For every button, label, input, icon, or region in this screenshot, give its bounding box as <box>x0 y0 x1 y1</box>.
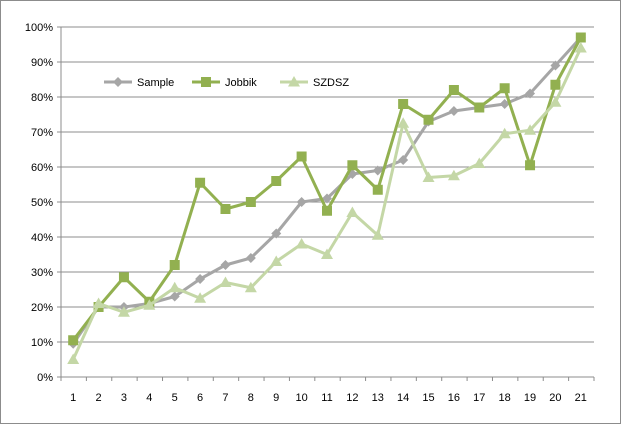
data-point-szdsz <box>168 281 181 293</box>
data-point-szdsz <box>549 96 562 107</box>
data-point-jobbik <box>195 177 206 188</box>
x-tick-label: 5 <box>172 392 178 404</box>
data-point-szdsz <box>498 127 511 139</box>
data-point-jobbik <box>525 160 536 171</box>
data-point-sample <box>322 193 332 204</box>
data-point-szdsz <box>371 229 384 240</box>
x-tick-label: 8 <box>248 392 254 404</box>
data-point-jobbik <box>118 272 129 283</box>
x-tick-label: 21 <box>575 392 587 404</box>
data-point-szdsz <box>422 171 435 182</box>
data-point-sample <box>296 197 307 207</box>
data-point-jobbik <box>271 176 282 186</box>
data-point-sample <box>195 274 206 284</box>
x-tick-label: 10 <box>295 392 307 404</box>
data-point-jobbik <box>322 205 332 216</box>
data-point-jobbik <box>245 197 256 207</box>
data-point-jobbik <box>220 204 231 214</box>
data-point-sample <box>499 99 510 109</box>
x-tick-label: 3 <box>121 392 127 404</box>
data-point-szdsz <box>194 292 207 303</box>
y-tick-label: 100% <box>25 22 53 34</box>
x-tick-label: 7 <box>222 392 228 404</box>
y-tick-label: 80% <box>31 92 53 104</box>
data-point-sample <box>245 253 256 263</box>
data-point-szdsz <box>67 353 80 364</box>
data-point-sample <box>271 228 282 239</box>
data-point-jobbik <box>68 335 79 346</box>
data-point-szdsz <box>397 117 410 128</box>
data-point-sample <box>525 88 536 99</box>
y-tick-label: 30% <box>31 267 53 279</box>
data-point-szdsz <box>244 281 257 293</box>
data-point-jobbik <box>499 83 510 94</box>
x-tick-label: 14 <box>397 392 409 404</box>
data-point-jobbik <box>575 32 586 43</box>
legend-label-szdsz: SZDSZ <box>313 77 349 89</box>
data-point-szdsz <box>346 206 359 217</box>
x-tick-label: 12 <box>346 392 358 404</box>
data-point-szdsz <box>321 248 333 259</box>
data-point-sample <box>550 60 561 71</box>
data-point-sample <box>220 260 231 270</box>
data-point-jobbik <box>423 114 434 125</box>
data-point-jobbik <box>474 102 485 113</box>
y-tick-label: 70% <box>31 127 53 139</box>
data-point-jobbik <box>448 85 459 95</box>
data-point-jobbik <box>372 184 383 195</box>
data-point-sample <box>372 165 383 176</box>
y-tick-label: 40% <box>31 232 53 244</box>
x-tick-label: 20 <box>549 392 561 404</box>
data-point-szdsz <box>219 276 232 287</box>
y-tick-label: 20% <box>31 302 53 314</box>
data-point-szdsz <box>473 157 486 168</box>
data-point-szdsz <box>117 306 130 317</box>
x-tick-label: 13 <box>372 392 384 404</box>
y-tick-label: 10% <box>31 337 53 349</box>
x-tick-label: 9 <box>273 392 279 404</box>
x-tick-label: 1 <box>70 392 76 404</box>
data-point-szdsz <box>447 169 460 181</box>
data-point-jobbik <box>550 79 561 90</box>
x-tick-label: 4 <box>146 392 152 404</box>
data-point-szdsz <box>143 299 156 310</box>
data-point-szdsz <box>92 297 105 308</box>
y-tick-label: 0% <box>37 372 53 384</box>
data-point-szdsz <box>574 42 587 53</box>
x-tick-label: 2 <box>96 392 102 404</box>
data-point-jobbik <box>169 260 180 270</box>
x-tick-label: 17 <box>473 392 485 404</box>
y-tick-label: 60% <box>31 162 53 174</box>
data-point-szdsz <box>270 255 283 266</box>
y-tick-label: 90% <box>31 57 53 69</box>
x-tick-label: 11 <box>321 392 332 404</box>
x-tick-label: 19 <box>524 392 536 404</box>
data-point-szdsz <box>295 238 308 249</box>
data-point-sample <box>169 291 180 302</box>
legend-label-sample: Sample <box>137 77 174 89</box>
data-point-szdsz <box>524 124 537 135</box>
x-tick-label: 18 <box>499 392 511 404</box>
x-tick-label: 15 <box>422 392 434 404</box>
data-point-jobbik <box>347 160 358 171</box>
legend-label-jobbik: Jobbik <box>225 77 257 89</box>
data-point-jobbik <box>398 99 409 109</box>
x-tick-label: 16 <box>448 392 460 404</box>
legend-marker-sample <box>113 77 123 87</box>
data-point-sample <box>398 155 409 165</box>
data-point-jobbik <box>296 151 307 162</box>
y-tick-label: 50% <box>31 197 53 209</box>
data-point-sample <box>448 106 459 116</box>
legend-marker-szdsz <box>288 76 300 87</box>
x-tick-label: 6 <box>197 392 203 404</box>
legend-marker-jobbik <box>201 77 211 87</box>
